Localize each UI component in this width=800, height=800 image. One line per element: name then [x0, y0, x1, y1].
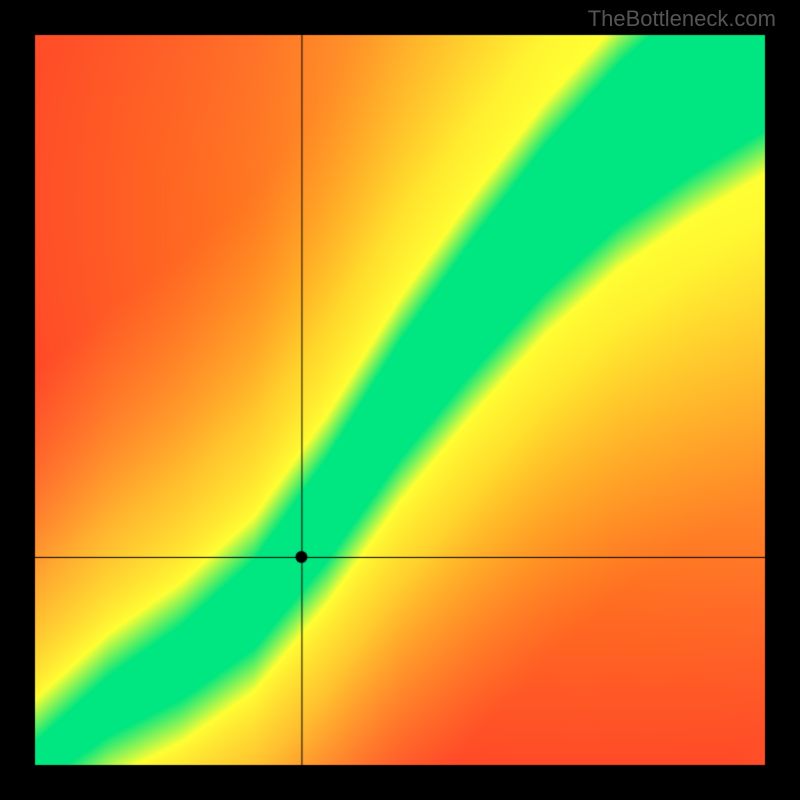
watermark-text: TheBottleneck.com: [588, 6, 776, 32]
chart-container: TheBottleneck.com: [0, 0, 800, 800]
heatmap-canvas: [0, 0, 800, 800]
